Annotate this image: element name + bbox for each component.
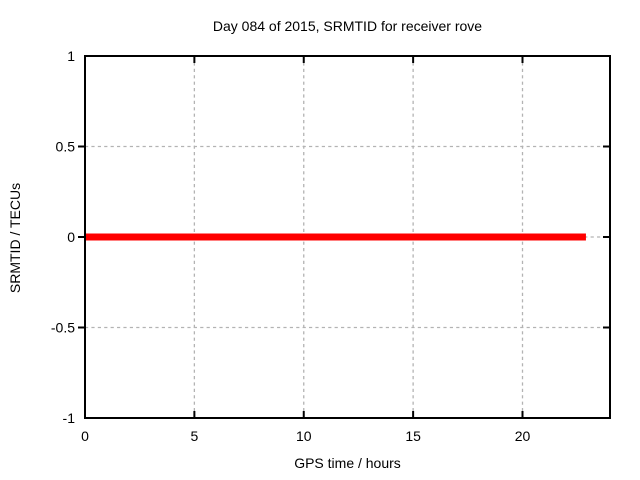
chart-title: Day 084 of 2015, SRMTID for receiver rov… bbox=[212, 18, 483, 34]
y-tick-label: 1 bbox=[67, 48, 75, 64]
y-tick-label: 0 bbox=[67, 229, 75, 245]
x-tick-label: 20 bbox=[515, 428, 531, 444]
y-tick-label: -1 bbox=[63, 410, 76, 426]
x-tick-label: 10 bbox=[296, 428, 312, 444]
x-tick-label: 15 bbox=[405, 428, 421, 444]
x-tick-label: 0 bbox=[81, 428, 89, 444]
x-axis-label: GPS time / hours bbox=[294, 455, 401, 471]
y-tick-label: -0.5 bbox=[51, 320, 75, 336]
y-tick-label: 0.5 bbox=[56, 139, 76, 155]
x-tick-label: 5 bbox=[190, 428, 198, 444]
